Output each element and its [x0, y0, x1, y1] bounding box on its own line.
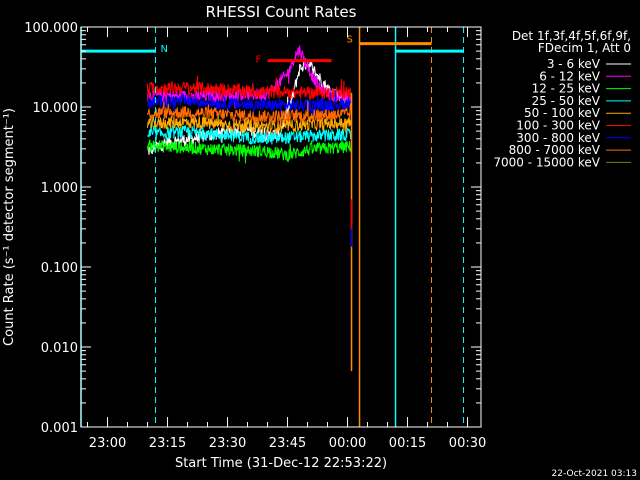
y-tick-label-5: 10.000 — [33, 101, 79, 116]
night-label: N — [161, 44, 168, 55]
legend-header-line-1: Det 1f,3f,4f,5f,6f,9f, — [512, 29, 631, 43]
axis-layer: 0.001 0.010 0.100 1.000 10.000 100.000 23:00 23… — [24, 21, 486, 451]
series-line-4 — [147, 123, 352, 145]
y-tick-label-2: 0.010 — [41, 341, 78, 356]
x-tick-label-6: 00:15 — [389, 436, 426, 451]
y-tick-label-4: 1.000 — [41, 181, 78, 196]
saa-label: S — [347, 35, 353, 46]
x-tick-label-2: 23:15 — [149, 436, 186, 451]
series-line-7 — [147, 89, 352, 118]
x-tick-label-7: 00:30 — [449, 436, 486, 451]
series-line-6 — [147, 75, 352, 103]
legend-label-5: 50 - 100 keV — [524, 106, 601, 120]
x-axis-label: Start Time (31-Dec-12 22:53:22) — [175, 456, 387, 471]
legend-label-8: 800 - 7000 keV — [509, 143, 601, 157]
legend-label-3: 12 - 25 keV — [532, 82, 601, 96]
x-tick-label-5: 00:00 — [329, 436, 366, 451]
x-tick-label-4: 23:45 — [269, 436, 306, 451]
plot-data-layer — [147, 45, 352, 164]
legend: Det 1f,3f,4f,5f,6f,9f, FDecim 1, Att 0 3… — [493, 29, 631, 169]
y-tick-label-1: 0.001 — [41, 421, 78, 436]
x-tick-label-1: 23:00 — [89, 436, 126, 451]
series-line-8 — [147, 100, 352, 127]
x-tick-label-3: 23:30 — [209, 436, 246, 451]
y-tick-label-6: 100.000 — [24, 21, 78, 36]
legend-label-7: 300 - 800 keV — [516, 131, 600, 145]
y-axis-label: Count Rate (s⁻¹ detector segment⁻¹) — [2, 108, 17, 346]
plot-frame — [80, 26, 482, 428]
y-tick-label-3: 0.100 — [41, 261, 78, 276]
series-line-3 — [147, 139, 352, 164]
legend-label-6: 100 - 300 keV — [516, 119, 600, 133]
flare-label: F — [256, 55, 262, 66]
legend-label-1: 3 - 6 keV — [547, 57, 601, 71]
legend-label-4: 25 - 50 keV — [532, 94, 601, 108]
chart-title: RHESSI Count Rates — [206, 3, 357, 21]
legend-label-9: 7000 - 15000 keV — [493, 155, 600, 169]
timestamp: 22-Oct-2021 03:13 — [552, 469, 637, 479]
legend-header-line-2: FDecim 1, Att 0 — [538, 41, 631, 55]
legend-label-2: 6 - 12 keV — [539, 69, 601, 83]
